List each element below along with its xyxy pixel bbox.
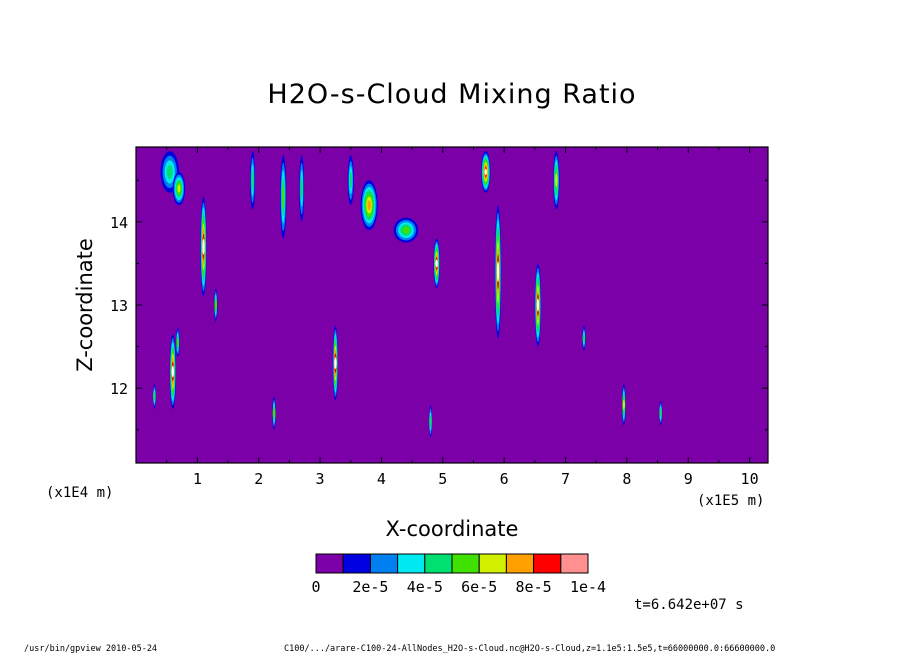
cloud-feature (169, 334, 176, 409)
contour-level (402, 226, 410, 234)
contour-level (272, 408, 276, 418)
cloud-feature (553, 151, 560, 210)
colorbar-tick-label: 8e-5 (516, 578, 552, 596)
contour-level (496, 261, 500, 283)
x-axis: 1 2 3 4 5 6 7 8 9 10 (166, 147, 759, 488)
contour-level (622, 399, 626, 410)
cloud-feature (153, 384, 156, 409)
colorbar: 0 2e-5 4e-5 6e-5 8e-5 1e-4 (311, 553, 606, 596)
cloud-feature (280, 155, 287, 239)
y-tick-label: 14 (110, 214, 128, 232)
colorbar-swatch (369, 553, 399, 574)
contour-level (300, 177, 303, 200)
x-tick-label: 7 (561, 470, 570, 488)
cloud-feature (429, 404, 432, 439)
contour-level (536, 298, 540, 312)
contour-level (177, 184, 181, 193)
plot-background (136, 147, 768, 463)
cloud-feature (172, 171, 186, 206)
colorbar-swatch (505, 553, 535, 574)
contour-level (171, 365, 175, 378)
x-tick-label: 4 (377, 470, 386, 488)
colorbar-swatch (533, 553, 562, 574)
x-tick-label: 9 (684, 470, 693, 488)
colorbar-tick-label: 2e-5 (352, 578, 388, 596)
footer-left: /usr/bin/gpview 2010-05-24 (24, 644, 157, 654)
cloud-feature (393, 217, 419, 243)
cloud-feature (214, 288, 218, 322)
cloud-feature (250, 151, 256, 210)
contour-level (202, 238, 205, 255)
colorbar-tick-label: 4e-5 (407, 578, 443, 596)
contour-level (659, 408, 662, 418)
contour-level (166, 165, 173, 179)
x-tick-label: 6 (500, 470, 509, 488)
contour-level (582, 334, 586, 343)
contour-level (367, 200, 371, 211)
y-scale-label: (x1E4 m) (46, 485, 113, 501)
cloud-feature (481, 151, 491, 193)
chart-title: H2O-s-Cloud Mixing Ratio (267, 79, 636, 110)
cloud-feature (299, 155, 305, 222)
contour-level (282, 185, 285, 209)
x-tick-label: 1 (193, 470, 202, 488)
contour-level (153, 392, 156, 401)
cloud-feature (433, 238, 440, 289)
y-tick-label: 13 (110, 297, 128, 315)
colorbar-tick-label: 1e-4 (570, 578, 606, 596)
y-axis: 12 13 14 (110, 179, 768, 431)
contour-level (176, 338, 179, 347)
x-scale-label: (x1E5 m) (697, 493, 764, 509)
cloud-feature (175, 327, 180, 357)
colorbar-swatch (451, 553, 480, 574)
colorbar-swatch (397, 553, 426, 574)
colorbar-tick-label: 0 (311, 578, 320, 596)
contour-level (555, 173, 558, 187)
x-tick-label: 10 (741, 470, 759, 488)
contour-level (429, 415, 432, 427)
cloud-feature (200, 196, 207, 297)
contour-level (435, 259, 438, 268)
contour-level (484, 168, 487, 176)
cloud-feature (494, 205, 502, 339)
y-axis-label: Z-coordinate (73, 238, 97, 372)
cloud-feature (582, 325, 586, 351)
x-axis-label: X-coordinate (386, 517, 519, 541)
colorbar-swatch (342, 553, 371, 574)
colorbar-swatch (560, 553, 589, 574)
time-label: t=6.642e+07 s (634, 597, 744, 613)
colorbar-tick-label: 6e-5 (461, 578, 497, 596)
contour-level (349, 171, 352, 189)
cloud-feature (360, 180, 378, 231)
plot-area (135, 146, 769, 464)
cloud-feature (659, 400, 662, 426)
footer-right: C100/.../arare-C100-24-AllNodes_H2O-s-Cl… (284, 644, 775, 654)
cloud-feature (534, 263, 541, 347)
cloud-feature (332, 325, 338, 401)
x-tick-label: 5 (438, 470, 447, 488)
contour-level (214, 300, 217, 310)
cloud-feature (621, 384, 626, 426)
colorbar-swatch (424, 553, 453, 574)
colorbar-swatch (315, 553, 344, 574)
x-tick-label: 3 (316, 470, 325, 488)
contour-level (334, 357, 337, 370)
x-tick-label: 2 (254, 470, 263, 488)
x-tick-label: 8 (622, 470, 631, 488)
colorbar-swatch (478, 553, 507, 574)
cloud-feature (272, 396, 276, 430)
cloud-feature (347, 155, 354, 206)
contour-level (251, 170, 254, 190)
y-tick-label: 12 (110, 380, 128, 398)
